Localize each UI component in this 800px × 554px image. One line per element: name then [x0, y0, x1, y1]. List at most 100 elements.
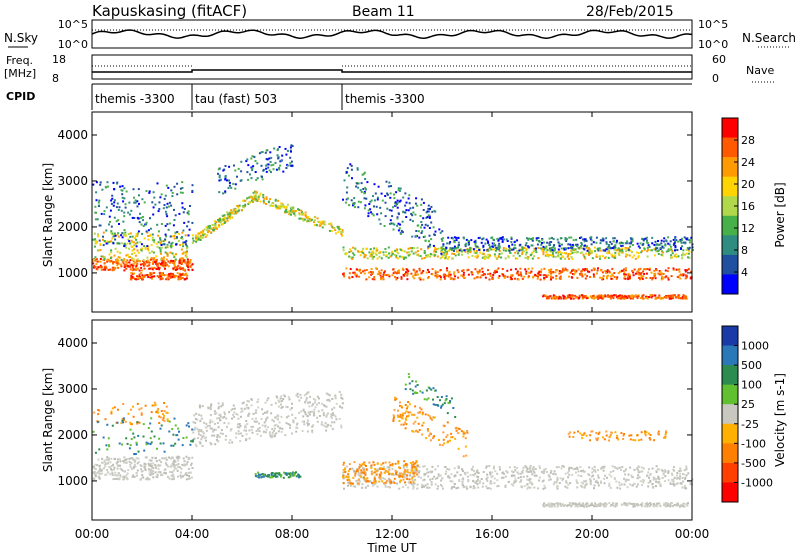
power-cell: [397, 269, 400, 272]
velocity-cell: [134, 465, 137, 468]
velocity-cell: [92, 465, 95, 468]
power-cell: [498, 275, 501, 277]
power-cell: [110, 202, 113, 205]
power-cell: [151, 276, 153, 279]
power-cell: [234, 169, 237, 172]
power-cell: [677, 297, 680, 300]
power-cell: [379, 272, 382, 274]
velocity-cell: [637, 483, 639, 486]
power-cell: [601, 271, 604, 274]
velocity-cell: [112, 478, 115, 481]
velocity-cell: [374, 478, 376, 481]
power-cell: [602, 275, 605, 278]
velocity-cell: [663, 503, 666, 506]
velocity-cell: [320, 423, 323, 426]
power-cell: [121, 236, 124, 239]
power-cell: [624, 268, 627, 271]
power-cell: [218, 220, 221, 223]
power-cell: [286, 164, 289, 167]
velocity-cell: [305, 399, 308, 402]
velocity-cell: [144, 478, 147, 481]
velocity-cell: [615, 466, 617, 469]
power-cell: [504, 257, 507, 260]
power-cell: [414, 202, 417, 205]
velocity-cell: [477, 472, 480, 474]
power-cell: [441, 239, 444, 242]
power-cell: [655, 269, 658, 272]
power-cell: [346, 186, 349, 189]
power-cell: [104, 266, 106, 269]
power-cell: [475, 246, 478, 249]
velocity-cell: [590, 503, 593, 506]
power-cell: [227, 187, 230, 189]
velocity-cell: [131, 476, 134, 478]
power-cell: [105, 186, 108, 189]
power-cell: [387, 273, 390, 276]
velocity-cell: [644, 505, 646, 508]
power-cell: [642, 242, 645, 245]
velocity-cell: [104, 473, 107, 476]
power-cell: [654, 246, 657, 249]
power-cell: [330, 230, 333, 232]
velocity-cell: [683, 484, 686, 487]
velocity-cell: [512, 484, 515, 487]
power-cell: [467, 256, 470, 259]
power-cell: [272, 205, 274, 207]
power-cell: [156, 223, 159, 226]
power-cell: [493, 242, 495, 245]
velocity-cell: [489, 473, 492, 476]
power-cell: [409, 218, 412, 221]
velocity-cell: [556, 478, 559, 481]
power-cell: [156, 275, 159, 277]
velocity-cell: [170, 474, 173, 477]
power-cell: [98, 199, 101, 202]
power-cell: [589, 276, 592, 278]
power-cell: [673, 254, 676, 257]
velocity-cell: [94, 463, 97, 466]
power-cell: [590, 243, 593, 246]
velocity-cell: [192, 421, 195, 424]
power-cell: [120, 258, 123, 261]
velocity-cell: [391, 468, 394, 470]
power-cell: [290, 211, 293, 214]
velocity-cell: [150, 468, 153, 471]
velocity-cell: [110, 469, 113, 472]
velocity-cell: [397, 462, 400, 465]
power-cell: [487, 257, 490, 260]
power-cell: [236, 175, 238, 178]
velocity-cell: [566, 486, 569, 489]
velocity-cell: [163, 471, 166, 474]
power-cell: [615, 241, 618, 244]
velocity-cell: [119, 474, 122, 477]
power-cell: [106, 185, 109, 188]
velocity-cell: [581, 486, 584, 489]
power-cell: [101, 188, 104, 191]
power-cell: [609, 241, 612, 243]
velocity-cell: [303, 420, 305, 423]
power-cell: [367, 215, 370, 218]
power-cell: [581, 294, 583, 297]
velocity-cell: [182, 457, 185, 460]
velocity-cell: [206, 406, 209, 409]
power-cell: [160, 272, 163, 275]
power-cell: [156, 182, 159, 185]
power-cell: [373, 205, 375, 208]
power-cell: [184, 243, 187, 246]
power-cell: [407, 247, 410, 250]
power-cell: [382, 251, 385, 254]
power-cell: [186, 274, 189, 277]
velocity-cell: [258, 426, 261, 429]
power-cell: [279, 207, 282, 210]
power-cell: [518, 249, 521, 252]
power-cell: [265, 167, 268, 170]
velocity-cell: [437, 465, 439, 468]
velocity-cell: [366, 477, 369, 480]
power-cell: [147, 235, 150, 237]
power-cell: [152, 191, 155, 194]
power-cell: [420, 198, 423, 201]
velocity-cell: [137, 461, 140, 463]
power-cell: [316, 224, 318, 227]
power-cell: [613, 245, 616, 248]
power-cell: [672, 268, 675, 271]
power-cell: [482, 246, 485, 249]
